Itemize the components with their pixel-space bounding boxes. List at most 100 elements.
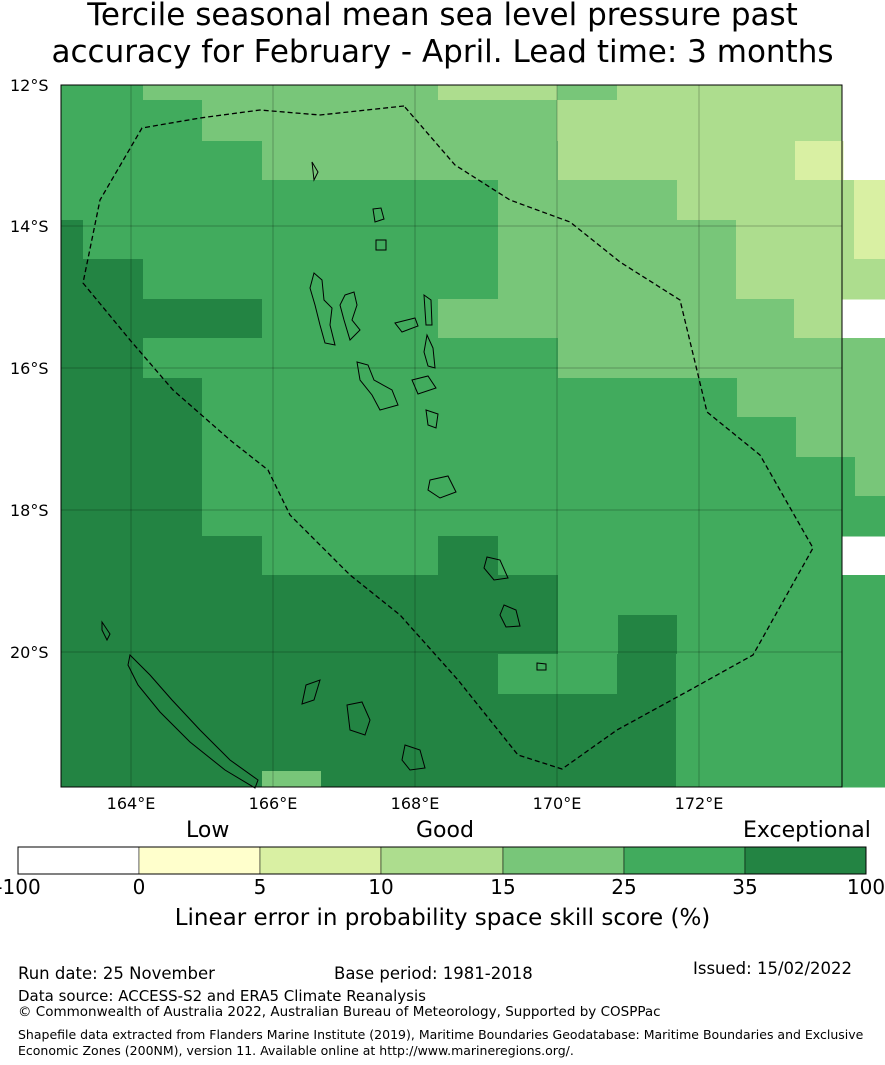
lon-label-164e: 164°E [106, 794, 156, 813]
skill-cell [202, 338, 440, 379]
skill-cell [855, 457, 885, 497]
skill-cell [262, 536, 381, 576]
skill-cell [855, 615, 885, 655]
skill-cell [737, 417, 797, 458]
category-exceptional: Exceptional [743, 818, 871, 843]
skill-cell [262, 259, 499, 300]
skill-cell [558, 496, 678, 537]
skill-cell [439, 417, 559, 458]
colorbar-tick-25: 25 [611, 875, 637, 899]
skill-cell [676, 536, 736, 576]
skill-cell [676, 734, 737, 788]
skill-cell [854, 654, 885, 695]
skill-cell [558, 457, 678, 497]
skill-cell [735, 299, 795, 339]
skill-cell [202, 378, 440, 418]
skill-cell [617, 575, 737, 616]
skill-cell [61, 180, 144, 221]
skill-cell [380, 536, 439, 576]
data-source: Data source: ACCESS-S2 and ERA5 Climate … [18, 987, 426, 1005]
skill-cell [796, 417, 856, 458]
colorbar-tick-neg100: -100 [0, 875, 41, 899]
skill-cell [498, 654, 618, 695]
lat-label-14s: 14°S [10, 217, 49, 236]
copyright: © Commonwealth of Australia 2022, Austra… [18, 1004, 661, 1020]
skill-cell [61, 496, 144, 537]
skill-cell [558, 417, 678, 458]
skill-cell [61, 100, 144, 142]
skill-cell [676, 694, 737, 735]
skill-cell [737, 615, 856, 655]
map-frame [60, 84, 843, 788]
skill-cell [617, 734, 677, 788]
skill-cell [558, 220, 678, 260]
skill-grid [61, 85, 885, 788]
skill-cell [143, 694, 263, 735]
skill-cell [61, 299, 144, 339]
skill-cell [676, 299, 736, 339]
map-title-line2: accuracy for February - April. Lead time… [51, 34, 834, 70]
skill-cell [676, 654, 737, 695]
skill-cell [736, 694, 855, 735]
colorbar-tick-5: 5 [253, 875, 267, 899]
category-low: Low [186, 818, 230, 843]
shapefile-credit-line1: Shapefile data extracted from Flanders M… [18, 1027, 864, 1042]
colorbar-seg-6 [744, 846, 867, 875]
graticule [61, 85, 842, 787]
shapefile-credit-line2: Economic Zones (200NM), version 11. Avai… [18, 1043, 574, 1058]
skill-cell [61, 220, 84, 260]
skill-cell [737, 457, 797, 497]
skill-cell [143, 220, 263, 260]
skill-cell [617, 654, 677, 695]
skill-cell [143, 417, 203, 458]
run-date: Run date: 25 November [18, 964, 215, 983]
skill-cell [61, 536, 144, 576]
skill-cell [498, 536, 558, 576]
skill-cell [796, 338, 856, 379]
skill-cell [617, 180, 678, 221]
skill-cell [795, 575, 855, 616]
skill-cell [855, 496, 885, 537]
skill-cell [143, 299, 263, 339]
skill-cell [262, 654, 440, 695]
skill-cell [854, 694, 885, 735]
skill-cell [558, 615, 619, 655]
skill-cell [854, 220, 885, 260]
skill-cell [498, 220, 559, 260]
skill-cell [83, 220, 144, 260]
skill-cell [794, 299, 843, 339]
skill-cell [439, 338, 559, 379]
skill-cell [439, 734, 499, 788]
skill-cell [262, 694, 440, 735]
skill-cell [143, 100, 203, 142]
skill-cell [618, 338, 738, 379]
skill-map [60, 84, 885, 789]
skill-cell [854, 575, 885, 616]
skill-cell [262, 615, 440, 655]
skill-cell [617, 100, 843, 142]
skill-cell [439, 575, 559, 616]
skill-cell [677, 615, 738, 655]
skill-cell [439, 654, 499, 695]
lat-label-18s: 18°S [10, 501, 49, 520]
skill-cell [558, 259, 678, 300]
skill-cell [439, 378, 559, 418]
skill-cell [498, 734, 618, 788]
skill-cell [438, 536, 499, 576]
base-period: Base period: 1981-2018 [334, 964, 533, 983]
skill-cell [61, 417, 144, 458]
skill-cell [439, 694, 499, 735]
skill-cell [854, 259, 885, 300]
lon-label-172e: 172°E [674, 794, 724, 813]
skill-cell [736, 575, 796, 616]
skill-cell [796, 457, 856, 497]
skill-cell [143, 536, 263, 576]
skill-cell [262, 771, 321, 787]
colorbar-seg-0 [17, 846, 140, 875]
coastlines [101, 161, 547, 789]
skill-cell [558, 141, 619, 181]
skill-cell [143, 141, 263, 181]
skill-cell [557, 536, 677, 576]
lat-label-12s: 12°S [10, 76, 49, 95]
issued-date: Issued: 15/02/2022 [693, 959, 853, 978]
